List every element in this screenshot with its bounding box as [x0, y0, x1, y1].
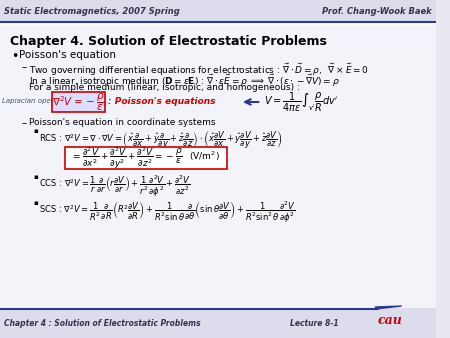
Text: CCS : $\nabla^2 V = \dfrac{1}{r}\dfrac{\partial}{\partial r}\left(r\dfrac{\parti: CCS : $\nabla^2 V = \dfrac{1}{r}\dfrac{\… — [39, 174, 191, 199]
FancyBboxPatch shape — [0, 25, 436, 308]
Text: ▪: ▪ — [33, 200, 38, 206]
Text: –: – — [21, 118, 27, 128]
Text: Prof. Chang-Wook Baek: Prof. Chang-Wook Baek — [322, 6, 432, 16]
Text: $=\dfrac{\partial^2 V}{\partial x^2}+\dfrac{\partial^2 V}{\partial y^2}+\dfrac{\: $=\dfrac{\partial^2 V}{\partial x^2}+\df… — [71, 145, 220, 171]
Polygon shape — [376, 306, 402, 309]
FancyBboxPatch shape — [52, 92, 104, 112]
Text: $\nabla^2 V = -\dfrac{\rho}{\varepsilon}$: $\nabla^2 V = -\dfrac{\rho}{\varepsilon}… — [52, 91, 105, 113]
Text: ▪: ▪ — [33, 128, 38, 134]
Text: Laplacian operator ←: Laplacian operator ← — [2, 98, 76, 104]
Text: Static Electromagnetics, 2007 Spring: Static Electromagnetics, 2007 Spring — [4, 6, 180, 16]
Text: : Poisson's equations: : Poisson's equations — [108, 97, 216, 106]
Text: Two governing differential equations for electrostatics : $\vec{\nabla}\cdot\vec: Two governing differential equations for… — [29, 62, 369, 78]
Text: Chapter 4 : Solution of Electrostatic Problems: Chapter 4 : Solution of Electrostatic Pr… — [4, 318, 201, 328]
Text: Poisson's equation: Poisson's equation — [19, 50, 117, 60]
Text: •: • — [12, 50, 19, 63]
Text: In a linear, isotropic medium ($\mathbf{D}=\varepsilon\mathbf{E}$) : $\vec{\nabl: In a linear, isotropic medium ($\mathbf{… — [29, 73, 340, 89]
Text: RCS : $\nabla^2 V = \nabla\cdot\nabla V = \left(\hat{x}\dfrac{\partial}{\partial: RCS : $\nabla^2 V = \nabla\cdot\nabla V … — [39, 128, 282, 150]
FancyBboxPatch shape — [0, 0, 436, 22]
FancyBboxPatch shape — [0, 308, 436, 338]
Text: –: – — [21, 62, 27, 72]
FancyBboxPatch shape — [65, 147, 226, 169]
Text: ▪: ▪ — [33, 174, 38, 180]
Text: SCS : $\nabla^2 V = \dfrac{1}{R^2}\dfrac{\partial}{\partial R}\left(R^2\dfrac{\p: SCS : $\nabla^2 V = \dfrac{1}{R^2}\dfrac… — [39, 200, 295, 225]
Text: cau: cau — [378, 314, 402, 327]
Text: $V = \dfrac{1}{4\pi\varepsilon}\int_{v'}\dfrac{\rho}{R}dv'$: $V = \dfrac{1}{4\pi\varepsilon}\int_{v'}… — [264, 91, 338, 114]
Text: Chapter 4. Solution of Electrostatic Problems: Chapter 4. Solution of Electrostatic Pro… — [10, 35, 327, 48]
Text: For a simple medium (linear, isotropic, and homogeneous) :: For a simple medium (linear, isotropic, … — [29, 83, 300, 92]
FancyBboxPatch shape — [0, 0, 436, 338]
Text: Poisson's equation in coordinate systems: Poisson's equation in coordinate systems — [29, 118, 216, 127]
Text: Lecture 8-1: Lecture 8-1 — [290, 318, 339, 328]
